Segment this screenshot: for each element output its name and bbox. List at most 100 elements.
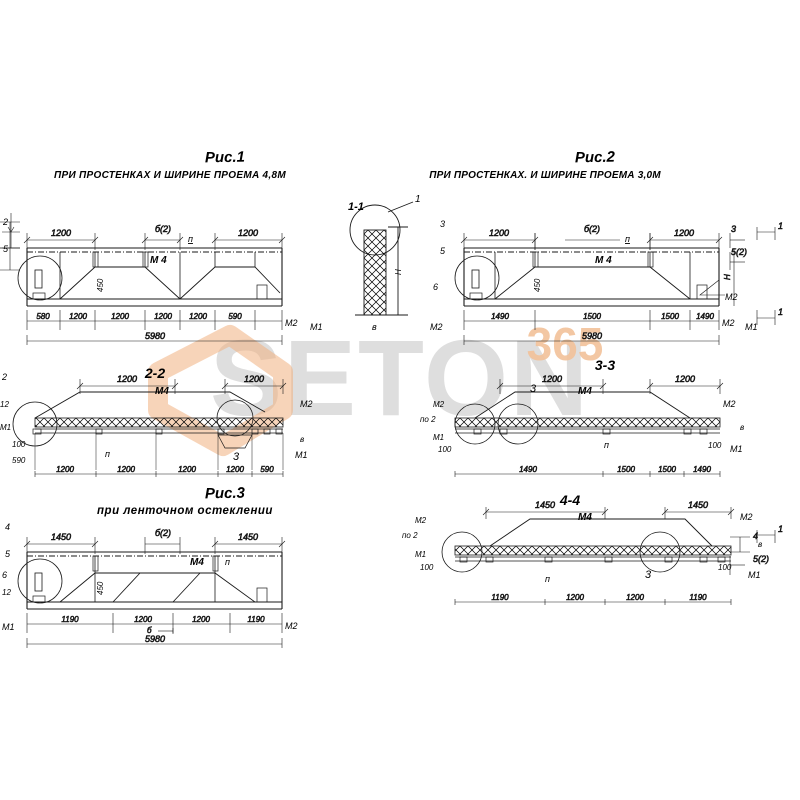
svg-text:п: п bbox=[545, 574, 550, 584]
svg-text:1200: 1200 bbox=[117, 374, 137, 384]
svg-text:M2: M2 bbox=[430, 322, 443, 332]
svg-text:ПРИ ПРОСТЕНКАХ. И ШИРИНЕ П: ПРИ ПРОСТЕНКАХ. И ШИРИНЕ ПРОЕМА 3,0М bbox=[429, 170, 661, 181]
svg-text:3-3: 3-3 bbox=[595, 357, 615, 373]
svg-text:M2: M2 bbox=[433, 400, 445, 409]
svg-text:3: 3 bbox=[731, 224, 736, 234]
svg-text:в: в bbox=[372, 322, 377, 332]
svg-text:100: 100 bbox=[708, 441, 722, 450]
svg-text:M1: M1 bbox=[2, 622, 15, 632]
svg-text:п: п bbox=[188, 234, 193, 244]
svg-text:1450: 1450 bbox=[238, 532, 258, 542]
svg-text:M1: M1 bbox=[415, 550, 426, 559]
svg-text:1190: 1190 bbox=[247, 615, 265, 624]
svg-text:M4: M4 bbox=[578, 386, 592, 397]
svg-text:1200: 1200 bbox=[674, 228, 694, 238]
svg-text:1200: 1200 bbox=[542, 374, 562, 384]
svg-text:1200: 1200 bbox=[675, 374, 695, 384]
svg-text:при ленточном остеклении: при ленточном остеклении bbox=[97, 505, 273, 517]
svg-text:Рис.1: Рис.1 bbox=[205, 149, 245, 167]
svg-text:1490: 1490 bbox=[519, 465, 537, 474]
svg-text:1200: 1200 bbox=[154, 312, 172, 321]
svg-text:M2: M2 bbox=[285, 621, 298, 631]
svg-text:по 2: по 2 bbox=[402, 531, 418, 540]
svg-text:1450: 1450 bbox=[535, 500, 555, 510]
svg-text:12: 12 bbox=[0, 400, 9, 409]
svg-text:1200: 1200 bbox=[244, 374, 264, 384]
svg-text:1490: 1490 bbox=[696, 312, 714, 321]
svg-text:M2: M2 bbox=[725, 292, 738, 302]
svg-text:1500: 1500 bbox=[583, 312, 601, 321]
svg-text:100: 100 bbox=[420, 563, 434, 572]
svg-text:1: 1 bbox=[778, 221, 783, 231]
svg-text:M1: M1 bbox=[745, 322, 758, 332]
svg-text:M4: M4 bbox=[578, 512, 592, 523]
svg-text:1200: 1200 bbox=[238, 228, 258, 238]
svg-text:п: п bbox=[225, 557, 230, 567]
svg-text:по 2: по 2 bbox=[420, 415, 436, 424]
svg-text:590: 590 bbox=[228, 312, 242, 321]
svg-text:1200: 1200 bbox=[178, 465, 196, 474]
svg-text:1200: 1200 bbox=[111, 312, 129, 321]
svg-text:1500: 1500 bbox=[661, 312, 679, 321]
svg-text:1500: 1500 bbox=[658, 465, 676, 474]
svg-text:1500: 1500 bbox=[617, 465, 635, 474]
svg-text:1200: 1200 bbox=[51, 228, 71, 238]
svg-text:3: 3 bbox=[440, 219, 445, 229]
svg-text:M4: M4 bbox=[155, 386, 169, 397]
svg-text:M1: M1 bbox=[310, 322, 323, 332]
svg-text:Рис.2: Рис.2 bbox=[575, 149, 616, 167]
svg-text:H: H bbox=[723, 274, 732, 280]
svg-text:590: 590 bbox=[12, 456, 26, 465]
svg-text:1200: 1200 bbox=[489, 228, 509, 238]
svg-text:1200: 1200 bbox=[117, 465, 135, 474]
svg-text:M2: M2 bbox=[740, 512, 753, 522]
svg-text:5980: 5980 bbox=[582, 331, 602, 341]
svg-text:ПРИ ПРОСТЕНКАХ И ШИРИНЕ ПР: ПРИ ПРОСТЕНКАХ И ШИРИНЕ ПРОЕМА 4,8М bbox=[54, 170, 286, 181]
svg-text:M1: M1 bbox=[0, 423, 11, 432]
svg-text:H: H bbox=[394, 269, 403, 275]
svg-text:M2: M2 bbox=[723, 399, 736, 409]
svg-text:5(2): 5(2) bbox=[731, 247, 747, 257]
svg-text:1190: 1190 bbox=[491, 593, 509, 602]
svg-text:1200: 1200 bbox=[69, 312, 87, 321]
svg-text:1200: 1200 bbox=[56, 465, 74, 474]
svg-text:б: б bbox=[147, 626, 152, 635]
svg-text:б(2): б(2) bbox=[584, 224, 600, 234]
svg-text:4: 4 bbox=[5, 522, 10, 532]
svg-text:2: 2 bbox=[1, 372, 7, 382]
svg-text:в: в bbox=[740, 423, 744, 432]
svg-text:б(2): б(2) bbox=[155, 528, 171, 538]
svg-text:6: 6 bbox=[2, 570, 7, 580]
svg-text:1-1: 1-1 bbox=[348, 201, 364, 213]
svg-text:1490: 1490 bbox=[693, 465, 711, 474]
svg-text:3: 3 bbox=[645, 569, 652, 581]
svg-text:п: п bbox=[105, 449, 110, 459]
svg-text:100: 100 bbox=[438, 445, 452, 454]
svg-text:M2: M2 bbox=[285, 318, 298, 328]
svg-text:100: 100 bbox=[12, 440, 26, 449]
svg-text:1200: 1200 bbox=[134, 615, 152, 624]
svg-text:п: п bbox=[604, 440, 609, 450]
svg-text:M1: M1 bbox=[433, 433, 444, 442]
svg-text:3: 3 bbox=[233, 451, 240, 463]
svg-text:1450: 1450 bbox=[688, 500, 708, 510]
svg-text:1200: 1200 bbox=[192, 615, 210, 624]
svg-text:6: 6 bbox=[433, 282, 438, 292]
svg-text:M 4: M 4 bbox=[150, 255, 167, 266]
svg-text:1200: 1200 bbox=[566, 593, 584, 602]
svg-text:M 4: M 4 bbox=[595, 255, 612, 266]
svg-text:M1: M1 bbox=[295, 450, 308, 460]
svg-text:4-4: 4-4 bbox=[559, 492, 580, 508]
svg-text:12: 12 bbox=[2, 588, 11, 597]
svg-text:100: 100 bbox=[718, 563, 732, 572]
svg-text:1200: 1200 bbox=[226, 465, 244, 474]
svg-text:3: 3 bbox=[530, 383, 537, 395]
svg-text:1190: 1190 bbox=[61, 615, 79, 624]
svg-text:2-2: 2-2 bbox=[144, 365, 165, 381]
svg-text:в: в bbox=[758, 540, 762, 549]
svg-text:1200: 1200 bbox=[189, 312, 207, 321]
svg-text:450: 450 bbox=[96, 581, 105, 595]
svg-text:365: 365 bbox=[527, 318, 604, 370]
svg-text:450: 450 bbox=[96, 278, 105, 292]
svg-text:5(2): 5(2) bbox=[753, 554, 769, 564]
